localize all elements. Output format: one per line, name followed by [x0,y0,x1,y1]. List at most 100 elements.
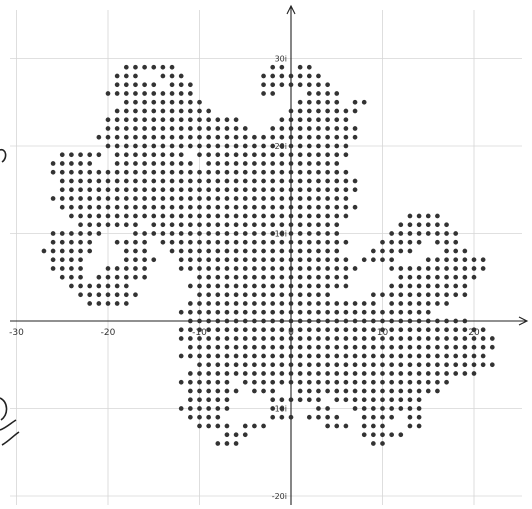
data-point [325,423,330,429]
data-point [297,231,303,236]
data-point [297,99,303,105]
data-point [142,117,147,123]
data-point [270,257,276,263]
data-point [279,117,285,123]
data-point [224,248,230,254]
data-point [371,397,376,403]
data-point [270,143,276,149]
data-point [151,117,157,123]
data-point [297,379,303,385]
data-point [224,213,230,219]
data-point [334,213,340,219]
data-point [316,353,321,359]
data-point [306,204,312,210]
data-point [398,344,404,350]
data-point [288,248,294,254]
data-point [352,301,358,306]
data-point [325,283,330,289]
data-point [416,371,422,376]
data-point [380,371,385,376]
x-tick-label--10: -10 [192,328,207,338]
data-point [380,257,385,263]
data-point [270,82,276,88]
data-point [471,344,477,350]
data-point [215,204,221,210]
x-tick-label--20: -20 [101,328,116,338]
data-point [87,178,93,184]
data-point [453,336,459,341]
x-tick-label--30: -30 [9,328,24,338]
data-point [343,274,349,280]
data-point [123,126,129,131]
data-point [306,301,312,306]
data-point [224,196,230,201]
data-point [453,231,459,236]
data-point [389,301,394,306]
data-point [215,362,221,368]
data-point [416,301,422,306]
data-point [407,248,413,254]
data-point [178,108,184,114]
data-point [380,362,385,368]
data-point [233,204,239,210]
data-point [288,336,294,341]
data-point [178,91,184,96]
data-point [462,344,468,350]
data-point [435,274,440,280]
data-point [252,362,257,368]
data-point [416,222,422,228]
data-point [233,196,239,201]
data-point [398,283,404,289]
data-point [380,336,385,341]
data-point [288,73,294,79]
data-point [78,213,83,219]
data-point [188,248,193,254]
data-point [224,432,230,438]
data-point [352,388,358,394]
data-point [151,82,157,88]
data-point [197,397,202,403]
data-point [425,327,431,333]
data-point [453,274,459,280]
data-point [169,161,175,166]
data-point [389,353,394,359]
data-point [334,196,340,201]
data-point [96,152,102,158]
data-point [252,152,257,158]
data-point [270,292,276,298]
data-point [371,309,376,315]
data-point [306,91,312,96]
data-point [297,178,303,184]
data-point [188,309,193,315]
data-point [371,301,376,306]
data-point [462,248,468,254]
data-point [325,178,330,184]
data-point [407,222,413,228]
data-point [407,353,413,359]
data-point [151,108,157,114]
data-point [389,344,394,350]
data-point [142,231,147,236]
data-point [288,301,294,306]
data-point [188,406,193,411]
data-point [270,379,276,385]
data-point [233,362,239,368]
data-point [270,344,276,350]
data-point [242,222,248,228]
data-point [151,178,157,184]
data-point [242,152,248,158]
data-point [261,161,266,166]
data-point [105,169,111,175]
data-point [416,388,422,394]
data-point [316,327,321,333]
data-point [252,423,257,429]
data-point [133,266,138,271]
data-point [69,231,74,236]
data-point [123,239,129,245]
data-point [306,64,312,70]
data-point [389,266,394,271]
data-point [178,73,184,79]
data-point [233,283,239,289]
data-point [389,239,394,245]
data-point [151,204,157,210]
